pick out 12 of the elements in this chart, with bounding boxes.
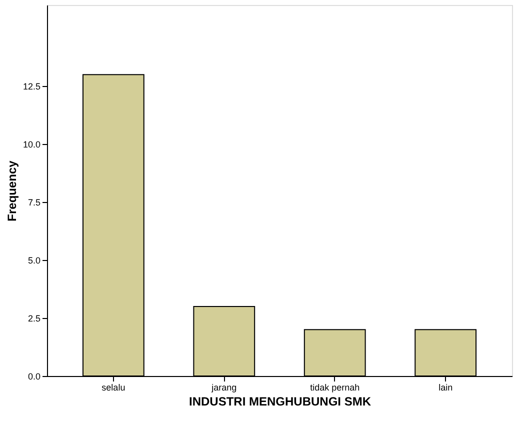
y-axis-title: Frequency: [4, 160, 19, 222]
y-tick-label: 2.5: [28, 314, 40, 324]
x-tick-label: jarang: [210, 382, 237, 392]
y-tick-label: 12.5: [22, 82, 40, 92]
x-tick-label: selalu: [102, 382, 126, 392]
y-tick-label: 5.0: [28, 256, 40, 266]
y-tick-label: 0.0: [28, 372, 40, 382]
x-tick-label: tidak pernah: [310, 382, 360, 392]
y-tick-label: 10.0: [22, 140, 40, 150]
x-tick-label: lain: [438, 382, 453, 392]
x-axis-title: INDUSTRI MENGHUBUNGI SMK: [189, 394, 372, 408]
y-tick-label: 7.5: [28, 198, 40, 208]
